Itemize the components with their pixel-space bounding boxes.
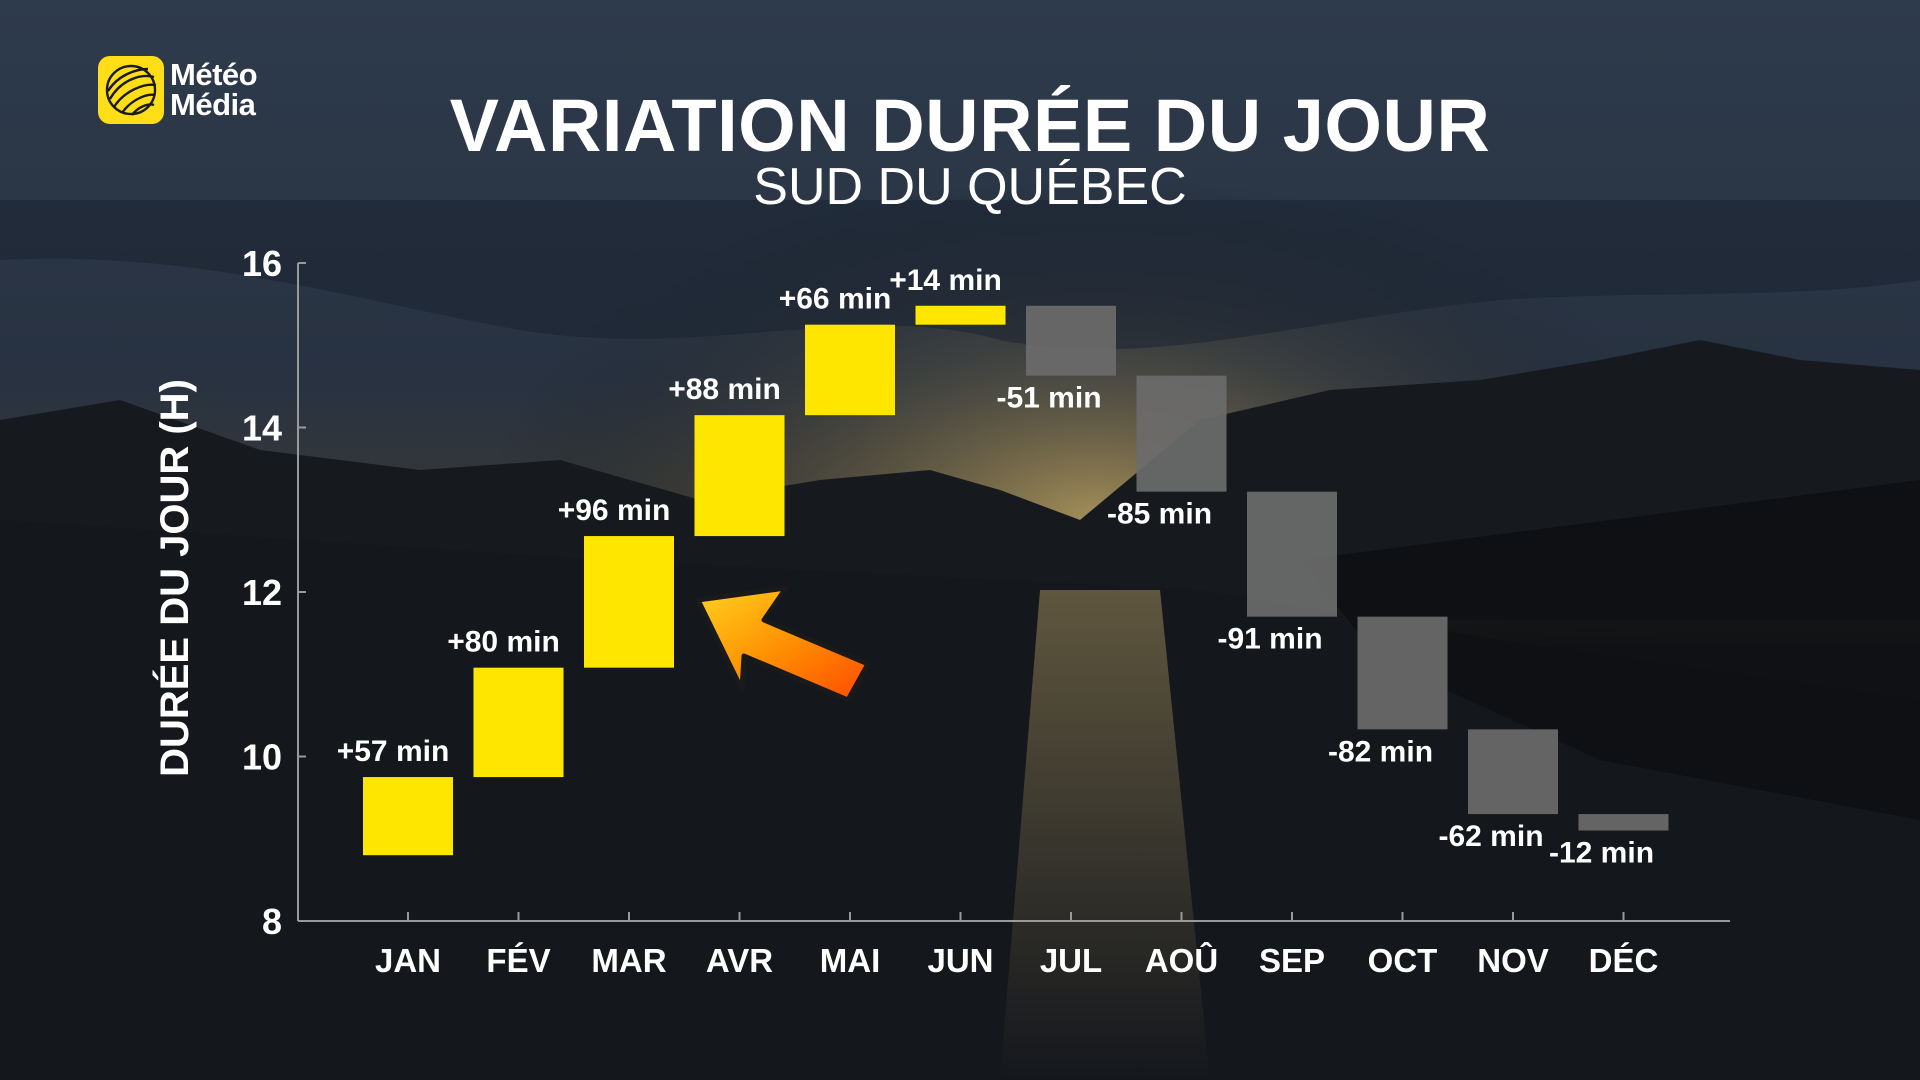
x-tick-label: JUL [1040,942,1102,979]
y-tick-label: 8 [262,901,282,942]
chart-bars [363,305,1669,856]
bar [805,324,895,416]
bar-value-label: +66 min [779,283,892,316]
chart-subtitle: SUD DU QUÉBEC [753,158,1187,216]
bar [473,667,564,778]
bar-value-label: +88 min [668,373,781,406]
y-tick-label: 14 [242,408,282,449]
bar-value-label: +57 min [337,735,450,768]
x-tick-label: OCT [1368,942,1438,979]
bar-value-label: +14 min [889,264,1002,297]
bar-value-label: -91 min [1217,623,1322,656]
chart-title: VARIATION DURÉE DU JOUR [449,84,1491,167]
chart-bar-labels: +57 min +80 min +96 min +88 min +66 min+14 m… [337,264,1654,870]
bar [1468,729,1558,815]
bar-value-label: -82 min [1328,735,1433,768]
x-tick-label: MAI [820,942,881,979]
globe-icon [98,56,164,124]
bar [1136,375,1227,492]
bar-value-label: -51 min [996,382,1101,415]
x-tick-label: AVR [706,942,773,979]
bar [584,536,674,668]
bar-value-label: -62 min [1438,820,1543,853]
x-tick-label: DÉC [1589,942,1659,979]
y-tick-label: 16 [242,243,282,284]
bar [1247,491,1337,617]
x-tick-label: AOÛ [1145,941,1218,979]
chart-axes [297,262,1730,922]
bar [363,777,453,856]
bar [1357,616,1448,730]
bar-value-label: -12 min [1549,837,1654,870]
bar-value-label: +80 min [447,626,560,659]
x-tick-label: SEP [1259,942,1325,979]
arrow-icon [695,585,871,703]
brand-logo: Météo Média [98,56,258,124]
x-tick-label: MAR [591,942,666,979]
bar-value-label: +96 min [558,494,671,527]
chart-tick-labels: 8 10 12 14 16 JAN FÉV MAR AVR MAI JUN JUL AOÛ SEP OCT N… [242,243,1658,979]
x-tick-label: JUN [927,942,993,979]
bar [1578,814,1669,831]
x-tick-label: JAN [375,942,441,979]
brand-name-line1: Météo [170,57,258,92]
y-tick-label: 10 [242,737,282,778]
bar [694,415,785,537]
brand-name-line2: Média [170,87,256,122]
x-tick-label: NOV [1477,942,1549,979]
x-tick-label: FÉV [486,942,550,979]
bar [915,305,1006,325]
bar [1026,305,1116,376]
arrow-shape [695,585,871,703]
bar-value-label: -85 min [1107,498,1212,531]
y-tick-label: 12 [242,572,282,613]
